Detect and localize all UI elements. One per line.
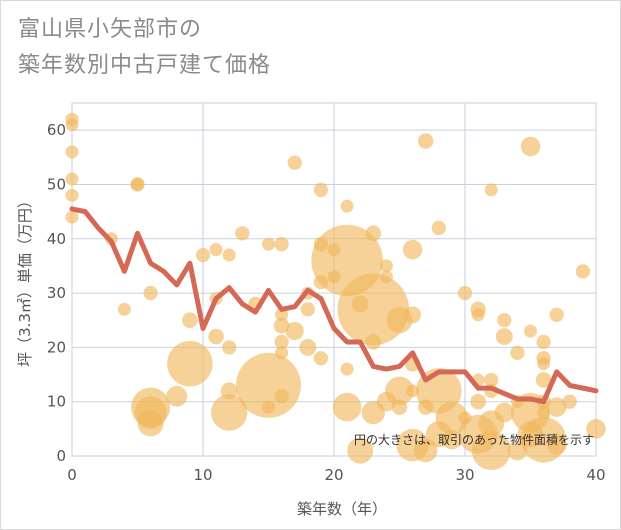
bubble-32 <box>273 317 290 334</box>
bubble-36 <box>287 155 302 170</box>
bubble-89 <box>495 328 513 345</box>
bubble-27 <box>262 237 275 251</box>
bubble-15 <box>167 340 213 387</box>
bubble-63 <box>402 239 423 260</box>
bubble-30 <box>274 237 289 252</box>
chart-title-line1: 富山県小矢部市の <box>18 17 203 42</box>
bubble-2 <box>65 145 79 159</box>
bubble-9 <box>131 177 144 191</box>
trend-line <box>69 206 599 405</box>
y-tick-label-6: 60 <box>47 121 66 139</box>
bubble-100 <box>537 357 551 371</box>
bubble-74 <box>435 401 469 435</box>
bubble-20 <box>208 328 224 345</box>
bubble-17 <box>195 247 211 263</box>
bubble-71 <box>431 220 446 236</box>
bubble-18 <box>209 243 223 257</box>
bubble-109 <box>575 264 591 279</box>
x-tick-label-1: 10 <box>193 466 212 484</box>
tick-labels: 0 10 20 30 40 0 10 20 30 40 50 60 <box>47 121 606 484</box>
bubble-16 <box>182 312 198 329</box>
bubble-35 <box>274 389 289 404</box>
bubble-105 <box>549 307 564 322</box>
y-tick-label-5: 50 <box>47 175 66 193</box>
bubble-98 <box>536 334 551 350</box>
bubble-68 <box>417 133 434 149</box>
bubble-3 <box>65 172 79 186</box>
bubble-57 <box>379 259 393 273</box>
bubble-40 <box>299 338 317 356</box>
bubble-84 <box>484 372 499 388</box>
bubble-103 <box>537 406 551 420</box>
bubble-61 <box>385 376 414 406</box>
bubble-22 <box>222 340 237 355</box>
bubble-64 <box>404 306 422 324</box>
chart-title: 富山県小矢部市の 築年数別中古戸建て価格 <box>18 12 271 84</box>
bubble-21 <box>222 248 236 262</box>
bubble-31 <box>275 308 289 322</box>
y-tick-label-2: 20 <box>47 338 66 356</box>
bubble-95 <box>524 324 537 338</box>
bubble-52 <box>347 437 374 464</box>
y-tick-label-3: 30 <box>47 284 66 302</box>
bubble-62 <box>391 399 408 415</box>
chart-title-line2: 築年数別中古戸建て価格 <box>18 53 272 78</box>
bubble-10 <box>143 285 158 301</box>
bubble-41 <box>313 182 329 198</box>
bubble-91 <box>510 345 525 360</box>
bubble-7 <box>117 302 131 316</box>
y-tick-label-4: 40 <box>47 230 66 248</box>
bubble-33 <box>274 334 289 350</box>
bubble-49 <box>340 362 354 376</box>
bubble-47 <box>340 199 354 213</box>
bubble-87 <box>471 431 511 471</box>
bubble-83 <box>484 183 498 197</box>
bubble-55 <box>365 334 382 350</box>
bubble-13 <box>137 410 164 437</box>
x-axis-label: 築年数（年） <box>297 500 387 518</box>
bubble-1 <box>65 118 79 132</box>
bubble-24 <box>211 394 248 431</box>
bubble-90 <box>494 402 515 423</box>
bubble-79 <box>471 308 485 322</box>
y-tick-label-1: 10 <box>47 393 66 411</box>
bubble-58 <box>379 270 393 284</box>
bubble-108 <box>562 394 577 409</box>
bubble-14 <box>166 385 188 407</box>
y-axis-label: 坪（3.3㎡）単価（万円） <box>16 193 34 367</box>
bubble-25 <box>235 226 250 241</box>
bubble-75 <box>442 429 462 450</box>
bubble-34 <box>275 346 289 360</box>
bubble-39 <box>300 302 315 317</box>
bubble-101 <box>535 372 552 388</box>
y-tick-label-0: 0 <box>56 447 66 465</box>
bubble-44 <box>313 351 329 366</box>
bubble-106 <box>546 397 567 417</box>
x-tick-label-0: 0 <box>67 466 77 484</box>
bubble-37 <box>285 321 304 341</box>
bubble-81 <box>470 393 486 410</box>
bubble-4 <box>65 188 79 202</box>
bubble-76 <box>457 285 473 301</box>
bubble-110 <box>586 419 606 439</box>
bubble-107 <box>546 435 567 455</box>
bubble-66 <box>406 384 420 398</box>
bubble-88 <box>497 313 512 328</box>
bubble-5 <box>65 210 79 224</box>
bubble-layer <box>65 112 606 471</box>
x-tick-label-3: 30 <box>455 466 474 484</box>
x-tick-label-2: 20 <box>324 466 343 484</box>
x-tick-label-4: 40 <box>586 466 605 484</box>
bubble-size-note: 円の大きさは、取引のあった物件面積を示す <box>354 432 594 447</box>
bubble-29 <box>262 400 275 414</box>
bubble-53 <box>365 225 382 242</box>
bubble-50 <box>332 392 362 422</box>
bubble-94 <box>520 136 541 157</box>
